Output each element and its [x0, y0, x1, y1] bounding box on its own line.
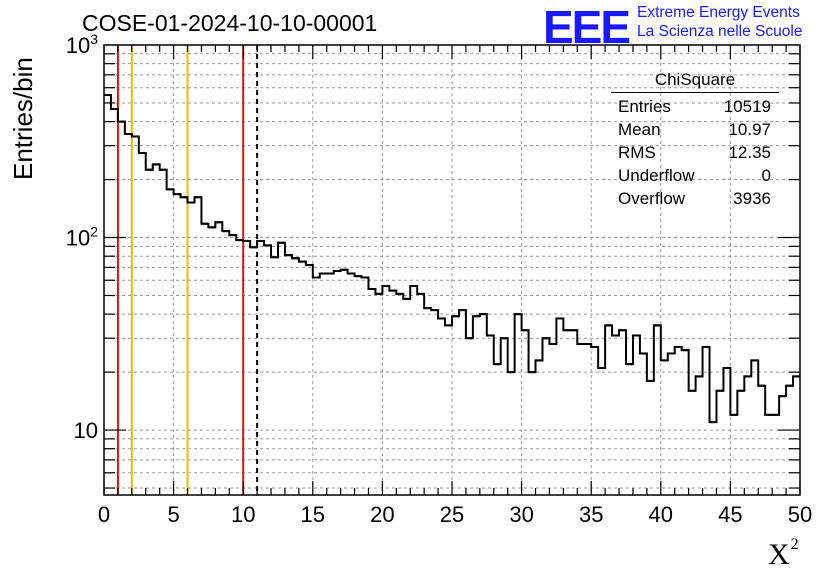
x-tick-label: 50 [788, 502, 812, 527]
stats-label: Overflow [618, 189, 686, 208]
x-axis-label-base: X [768, 538, 790, 571]
y-tick-label: 102 [66, 224, 98, 251]
stats-value: 3936 [733, 189, 771, 208]
stats-box: ChiSquare Entries 10519 Mean 10.97 RMS 1… [611, 68, 779, 210]
stats-value: 10519 [723, 97, 771, 116]
y-axis-label: Entries/bin [8, 57, 38, 180]
x-tick-label: 0 [98, 502, 110, 527]
histogram-layer [104, 93, 800, 424]
x-axis-label-exponent: 2 [790, 536, 799, 553]
stats-row-rms: RMS 12.35 [611, 141, 779, 164]
stats-row-underflow: Underflow 0 [611, 164, 779, 187]
stats-label: Mean [618, 120, 661, 139]
logo-caption: Extreme Energy Events La Scienza nelle S… [637, 3, 802, 41]
y-tick-label: 103 [66, 31, 98, 58]
reference-lines-layer [116, 45, 259, 495]
x-tick-label: 25 [440, 502, 464, 527]
logo-caption-line1: Extreme Energy Events [637, 4, 800, 21]
logo-caption-line2: La Scienza nelle Scuole [637, 23, 803, 40]
stats-label: Entries [618, 97, 671, 116]
stats-row-mean: Mean 10.97 [611, 118, 779, 141]
stats-row-entries: Entries 10519 [611, 95, 779, 118]
x-tick-label: 5 [167, 502, 179, 527]
x-tick-label: 45 [718, 502, 742, 527]
x-tick-label: 30 [509, 502, 533, 527]
stats-value: 0 [761, 166, 771, 185]
x-axis-label: X2 [768, 536, 799, 572]
stats-value: 10.97 [728, 120, 771, 139]
x-tick-label: 15 [301, 502, 325, 527]
x-tick-label: 35 [579, 502, 603, 527]
grid-layer [104, 45, 800, 495]
y-tick-label: 10 [74, 418, 98, 443]
stats-label: RMS [618, 143, 656, 162]
x-tick-label: 10 [231, 502, 255, 527]
x-tick-label: 20 [370, 502, 394, 527]
stats-value: 12.35 [728, 143, 771, 162]
tick-labels-layer: 0 5 10 15 20 25 30 35 40 45 50 10 102 103 [66, 31, 813, 527]
x-tick-label: 40 [649, 502, 673, 527]
stats-label: Underflow [618, 166, 695, 185]
chart-title: COSE-01-2024-10-10-00001 [82, 10, 378, 36]
axes-layer [103, 44, 801, 496]
stats-row-overflow: Overflow 3936 [611, 187, 779, 210]
eee-logo: EEE [543, 1, 631, 53]
stats-box-title: ChiSquare [611, 68, 779, 93]
